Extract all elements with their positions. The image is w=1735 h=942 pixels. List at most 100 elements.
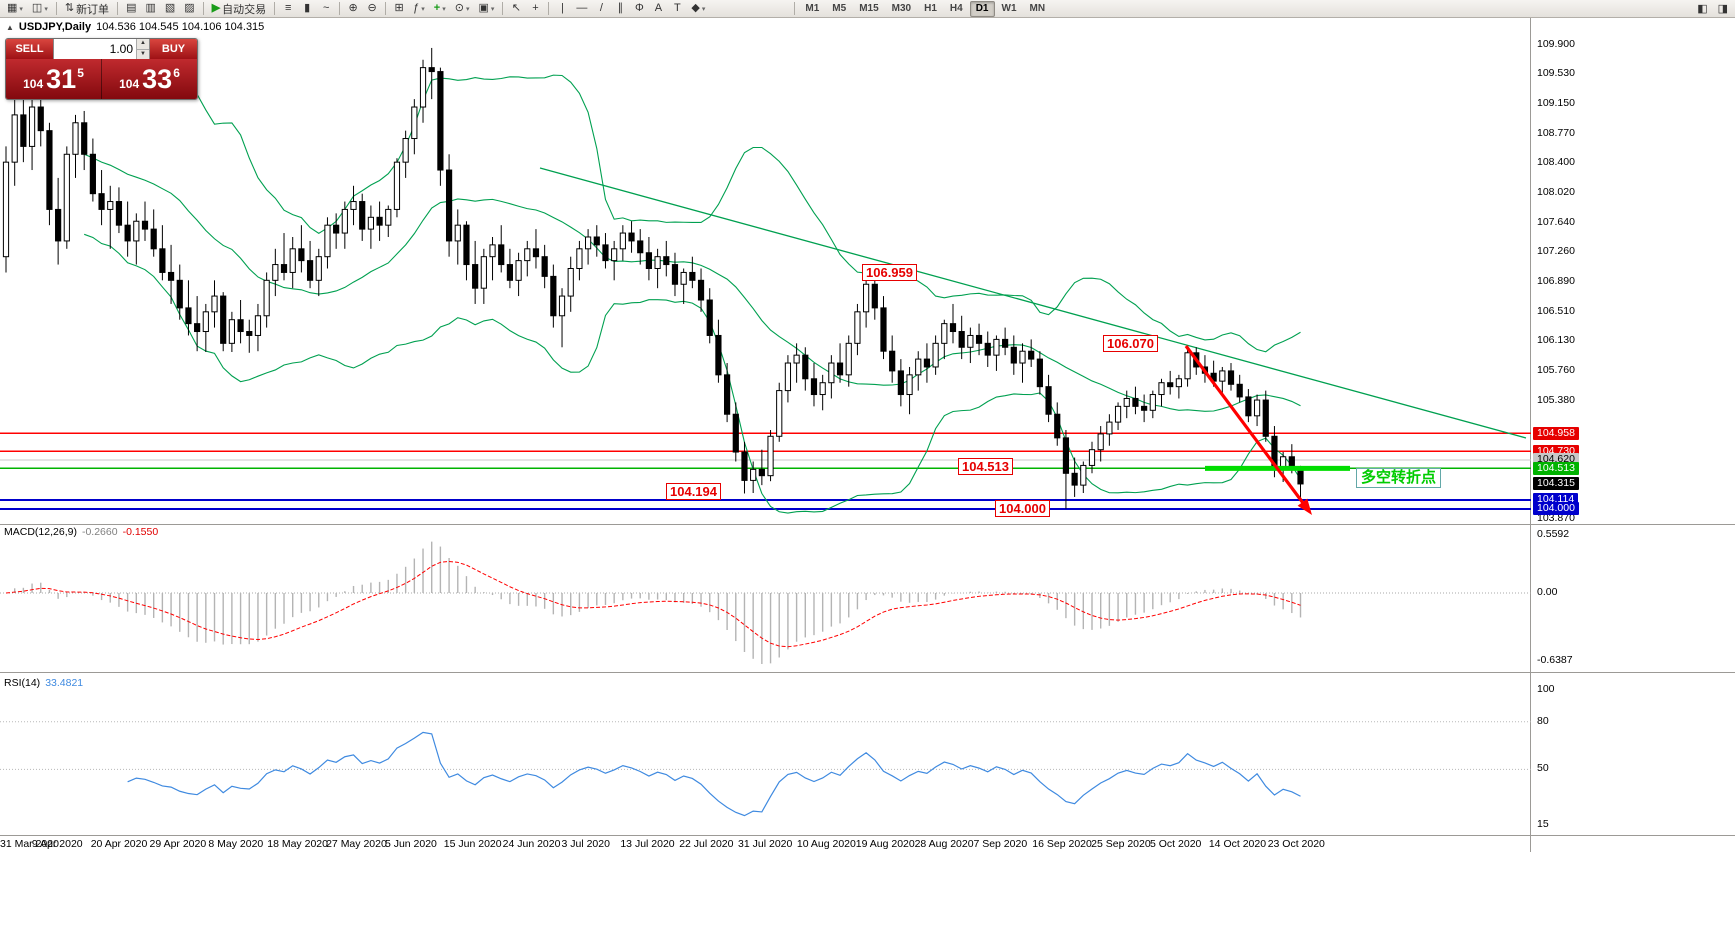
candle xyxy=(619,232,626,250)
candle xyxy=(810,378,818,396)
channel-icon[interactable]: ∥ xyxy=(611,1,629,17)
line-chart-icon: ~ xyxy=(322,2,330,14)
candle xyxy=(419,67,427,108)
cursor-icon[interactable]: ↖ xyxy=(507,1,525,17)
date-label: 27 May 2020 xyxy=(326,838,387,850)
macd-histogram xyxy=(13,541,1302,664)
candle xyxy=(819,382,826,396)
timeframe-button-M15[interactable]: M15 xyxy=(859,3,879,14)
tile-windows-icon: ⊞ xyxy=(394,2,404,14)
candle xyxy=(949,323,957,333)
date-label: 22 Jul 2020 xyxy=(679,838,734,850)
templates-icon[interactable]: ▣ ▾ xyxy=(474,1,498,17)
candle xyxy=(1141,405,1148,411)
chart-shift-icon[interactable]: ◧ xyxy=(1697,3,1708,15)
rsi-line xyxy=(127,731,1301,817)
zoom-in-icon[interactable]: ⊕ xyxy=(344,1,362,17)
terminal-icon[interactable]: ▨ xyxy=(180,1,198,17)
fibonacci-icon: Φ xyxy=(635,2,644,14)
fibonacci-icon[interactable]: Φ xyxy=(630,1,648,17)
chart-profiles-icon[interactable]: ◫ ▾ xyxy=(28,1,52,17)
price-label-object[interactable]: 104.513 xyxy=(958,458,1013,475)
timeframe-button-H4[interactable]: H4 xyxy=(949,3,963,14)
price-label-object[interactable]: 104.000 xyxy=(995,500,1050,517)
timeframe-button-W1[interactable]: W1 xyxy=(1001,3,1017,14)
candle xyxy=(341,208,348,234)
timeframe-button-M1[interactable]: M1 xyxy=(805,3,820,14)
timeframe-button-M5[interactable]: M5 xyxy=(832,3,847,14)
price-label-object[interactable]: 104.194 xyxy=(666,483,721,500)
panel-splitter-bottom[interactable] xyxy=(0,835,1735,836)
candle xyxy=(498,244,505,266)
rsi-chart[interactable] xyxy=(0,673,1531,835)
oneclick-collapse-icon[interactable]: ▲ xyxy=(6,22,14,32)
label-icon[interactable]: T xyxy=(668,1,686,17)
bar-chart-icon[interactable]: ≡ xyxy=(279,1,297,17)
tile-windows-icon[interactable]: ⊞ xyxy=(390,1,408,17)
buy-price-display[interactable]: 104 33 6 xyxy=(102,59,197,99)
candle xyxy=(289,248,296,273)
pivot-annotation[interactable]: 多空转折点 xyxy=(1356,468,1442,488)
timeframe-button-H1[interactable]: H1 xyxy=(924,3,937,14)
arrow-object[interactable] xyxy=(1184,345,1308,508)
candle xyxy=(628,232,635,242)
date-label: 8 May 2020 xyxy=(208,838,264,850)
timeframe-button-M30[interactable]: M30 xyxy=(891,3,912,14)
rsi-scale-label: 50 xyxy=(1537,762,1549,774)
macd-chart[interactable] xyxy=(0,525,1531,671)
candle xyxy=(645,252,653,270)
panel-splitter-rsi[interactable] xyxy=(0,672,1735,673)
text-icon[interactable]: A xyxy=(649,1,667,17)
time-axis[interactable]: 31 Mar 2020 9 Apr 2020 20 Apr 2020 29 Apr 2… xyxy=(0,837,1531,852)
trendline-icon[interactable]: / xyxy=(592,1,610,17)
new-chart-icon[interactable]: ▦ ▾ xyxy=(3,1,27,17)
candle xyxy=(715,334,722,376)
candle xyxy=(1227,370,1235,385)
price-axis[interactable]: 109.900 109.530 109.150 108.770 108.400 108.0… xyxy=(1531,18,1735,852)
candle xyxy=(1097,433,1104,451)
candle xyxy=(558,295,566,317)
arrows-icon[interactable]: ◆ ▾ xyxy=(687,1,709,17)
zoom-out-icon[interactable]: ⊖ xyxy=(363,1,381,17)
new-order-button[interactable]: ⇅ 新订单 xyxy=(61,1,113,17)
volume-increase-icon[interactable]: ▲ xyxy=(137,39,149,50)
data-window-icon[interactable]: ▥ xyxy=(141,1,159,17)
toolbar-separator xyxy=(385,2,387,15)
chart-symbol-label: USDJPY,Daily xyxy=(18,21,92,33)
axis-label: 106.510 xyxy=(1537,304,1575,317)
vertical-line-icon[interactable]: | xyxy=(553,1,571,17)
price-chart[interactable] xyxy=(0,18,1531,524)
price-label-object[interactable]: 106.959 xyxy=(862,264,917,281)
volume-input[interactable] xyxy=(54,39,136,59)
add-indicator-icon[interactable]: + ▾ xyxy=(430,1,450,17)
candle xyxy=(2,161,10,258)
volume-decrease-icon[interactable]: ▼ xyxy=(137,49,149,59)
indicators-icon[interactable]: ƒ ▾ xyxy=(409,1,429,17)
navigator-icon[interactable]: ▧ xyxy=(161,1,179,17)
price-label-object[interactable]: 106.070 xyxy=(1103,335,1158,352)
periods-icon[interactable]: ⊙ ▾ xyxy=(451,1,474,17)
candle xyxy=(854,311,861,344)
horizontal-line-icon[interactable]: — xyxy=(572,1,591,17)
chart-scroll-icon[interactable]: ◨ xyxy=(1717,3,1728,15)
candle xyxy=(280,264,288,273)
candlestick-chart-icon: ▮ xyxy=(304,2,311,14)
candle xyxy=(524,248,531,262)
macd-scale-label: -0.6387 xyxy=(1537,654,1573,666)
market-watch-icon[interactable]: ▤ xyxy=(122,1,140,17)
timeframe-button-MN[interactable]: MN xyxy=(1029,3,1046,14)
autotrading-button[interactable]: ▶ 自动交易 xyxy=(208,1,270,17)
line-chart-icon[interactable]: ~ xyxy=(317,1,335,17)
sell-price-display[interactable]: 104 31 5 xyxy=(6,59,102,99)
panel-splitter-macd[interactable] xyxy=(0,524,1735,525)
candle xyxy=(932,342,939,368)
candle xyxy=(176,279,183,309)
candle xyxy=(793,354,800,364)
timeframe-button-D1[interactable]: D1 xyxy=(969,0,995,17)
buy-button[interactable]: BUY xyxy=(150,39,197,59)
candlestick-chart-icon[interactable]: ▮ xyxy=(298,1,316,17)
crosshair-icon[interactable]: + xyxy=(526,1,544,17)
sell-button[interactable]: SELL xyxy=(6,39,53,59)
trendline-object[interactable] xyxy=(539,167,1527,439)
cursor-icon: ↖ xyxy=(511,2,522,14)
